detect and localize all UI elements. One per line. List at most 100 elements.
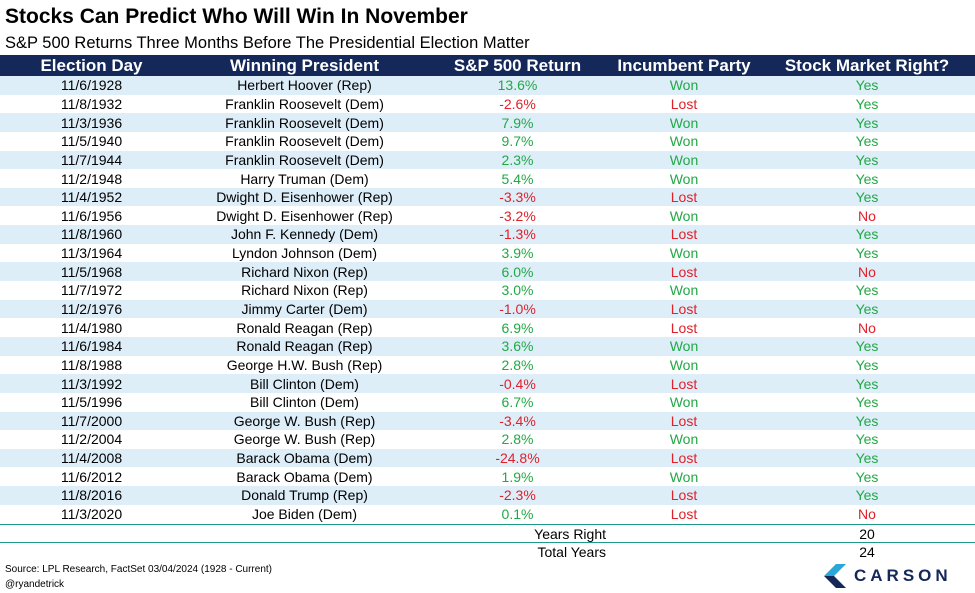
cell-winning-president: Richard Nixon (Rep)	[241, 263, 368, 280]
cell-stock-market-right: Yes	[855, 468, 879, 485]
cell-sp500-return: 0.1%	[501, 506, 534, 523]
cell-incumbent-party: Won	[669, 207, 699, 224]
carson-logo: CARSON	[824, 564, 952, 588]
summary-years-right: Years Right 20	[0, 525, 975, 543]
cell-incumbent-party: Lost	[670, 263, 698, 280]
author-handle: @ryandetrick	[5, 579, 65, 590]
cell-incumbent-party: Won	[669, 170, 699, 187]
cell-sp500-return: 3.0%	[501, 282, 534, 299]
cell-incumbent-party: Won	[669, 394, 699, 411]
table-row: 11/3/2020 Joe Biden (Dem) 0.1% Lost No	[0, 504, 975, 524]
header-winning-president: Winning President	[229, 55, 380, 75]
header-stock-market-right: Stock Market Right?	[784, 55, 950, 75]
cell-sp500-return: -3.2%	[499, 207, 536, 224]
cell-election-day: 11/2/1948	[60, 170, 123, 187]
cell-election-day: 11/6/2012	[60, 468, 123, 485]
cell-stock-market-right: Yes	[855, 431, 879, 448]
cell-election-day: 11/5/1996	[60, 394, 123, 411]
cell-stock-market-right: Yes	[855, 151, 879, 168]
cell-incumbent-party: Lost	[670, 412, 698, 429]
cell-winning-president: Bill Clinton (Dem)	[250, 394, 359, 411]
page-title: Stocks Can Predict Who Will Win In Novem…	[5, 5, 468, 28]
table-row: 11/2/1948 Harry Truman (Dem) 5.4% Won Yes	[0, 169, 975, 188]
cell-election-day: 11/8/1960	[60, 226, 123, 243]
header-election-day: Election Day	[40, 55, 143, 75]
cell-winning-president: Joe Biden (Dem)	[251, 506, 358, 523]
cell-winning-president: Franklin Roosevelt (Dem)	[225, 114, 384, 131]
cell-winning-president: Franklin Roosevelt (Dem)	[225, 133, 384, 150]
cell-election-day: 11/5/1940	[60, 133, 123, 150]
cell-stock-market-right: Yes	[855, 95, 879, 112]
cell-winning-president: Ronald Reagan (Rep)	[236, 319, 373, 336]
cell-election-day: 11/2/1976	[60, 301, 123, 317]
cell-stock-market-right: Yes	[855, 133, 879, 150]
cell-winning-president: George W. Bush (Rep)	[233, 431, 376, 448]
cell-election-day: 11/4/2008	[60, 450, 123, 467]
summary-total-years: Total Years 24	[0, 543, 975, 561]
cell-winning-president: Lyndon Johnson (Dem)	[231, 245, 377, 262]
cell-stock-market-right: Yes	[855, 301, 879, 317]
table-row: 11/6/1956 Dwight D. Eisenhower (Rep) -3.2%…	[0, 206, 975, 226]
cell-election-day: 11/4/1952	[60, 189, 123, 206]
cell-election-day: 11/5/1968	[60, 263, 123, 280]
cell-sp500-return: 3.9%	[501, 245, 534, 262]
cell-sp500-return: 6.9%	[501, 319, 534, 336]
table-row: 11/5/1940 Franklin Roosevelt (Dem) 9.7% Won…	[0, 131, 975, 151]
cell-sp500-return: 1.9%	[501, 468, 534, 485]
cell-sp500-return: 6.7%	[501, 394, 534, 411]
cell-election-day: 11/7/1944	[60, 151, 123, 168]
table-body: 11/6/1928 Herbert Hoover (Rep) 13.6% Won Yes…	[0, 76, 975, 524]
cell-sp500-return: 2.8%	[501, 356, 534, 373]
cell-winning-president: Donald Trump (Rep)	[241, 487, 368, 504]
cell-incumbent-party: Won	[669, 77, 699, 94]
cell-stock-market-right: Yes	[855, 356, 879, 373]
table-row: 11/5/1968 Richard Nixon (Rep) 6.0% Lost No	[0, 262, 975, 282]
election-table: Election Day Winning President S&P 500 R…	[0, 55, 975, 524]
header-sp500-return: S&P 500 Return	[453, 55, 582, 75]
cell-sp500-return: -1.3%	[499, 226, 536, 243]
cell-sp500-return: 9.7%	[501, 133, 534, 150]
cell-winning-president: John F. Kennedy (Dem)	[230, 226, 379, 243]
cell-election-day: 11/3/2020	[60, 506, 123, 523]
cell-sp500-return: -2.6%	[499, 95, 536, 112]
cell-stock-market-right: Yes	[855, 450, 879, 467]
cell-incumbent-party: Won	[669, 431, 699, 448]
cell-incumbent-party: Lost	[670, 375, 698, 392]
cell-incumbent-party: Won	[669, 133, 699, 150]
cell-election-day: 11/7/2000	[60, 412, 123, 429]
cell-incumbent-party: Lost	[670, 226, 698, 243]
cell-stock-market-right: No	[858, 207, 876, 224]
cell-election-day: 11/8/1932	[60, 95, 123, 112]
table-header: Election Day Winning President S&P 500 R…	[0, 55, 975, 76]
cell-stock-market-right: Yes	[855, 245, 879, 262]
cell-winning-president: Franklin Roosevelt (Dem)	[225, 95, 384, 112]
cell-incumbent-party: Lost	[670, 506, 698, 523]
page-subtitle: S&P 500 Returns Three Months Before The …	[5, 34, 530, 52]
cell-winning-president: Franklin Roosevelt (Dem)	[225, 151, 384, 168]
cell-winning-president: Barack Obama (Dem)	[236, 468, 373, 485]
cell-stock-market-right: Yes	[855, 375, 879, 392]
cell-winning-president: Jimmy Carter (Dem)	[241, 301, 368, 317]
table-row: 11/4/1980 Ronald Reagan (Rep) 6.9% Lost No	[0, 318, 975, 337]
cell-stock-market-right: Yes	[855, 170, 879, 187]
table-row: 11/8/1932 Franklin Roosevelt (Dem) -2.6% Lo…	[0, 94, 975, 114]
cell-winning-president: Dwight D. Eisenhower (Rep)	[216, 189, 393, 206]
cell-election-day: 11/6/1956	[60, 207, 123, 224]
cell-stock-market-right: Yes	[855, 487, 879, 504]
cell-winning-president: Barack Obama (Dem)	[236, 450, 373, 467]
cell-sp500-return: -1.0%	[499, 301, 536, 317]
logo-text: CARSON	[854, 566, 952, 585]
cell-incumbent-party: Won	[669, 151, 699, 168]
table-row: 11/8/1960 John F. Kennedy (Dem) -1.3% Lost Y…	[0, 225, 975, 244]
cell-stock-market-right: Yes	[855, 189, 879, 206]
cell-stock-market-right: Yes	[855, 77, 879, 94]
cell-incumbent-party: Won	[669, 245, 699, 262]
cell-sp500-return: -3.4%	[499, 412, 536, 429]
table-row: 11/6/1984 Ronald Reagan (Rep) 3.6% Won Yes	[0, 336, 975, 356]
cell-stock-market-right: Yes	[855, 412, 879, 429]
cell-election-day: 11/8/1988	[60, 356, 123, 373]
cell-incumbent-party: Won	[669, 282, 699, 299]
cell-sp500-return: -3.3%	[499, 189, 536, 206]
cell-winning-president: Herbert Hoover (Rep)	[237, 77, 372, 94]
table-row: 11/8/1988 George H.W. Bush (Rep) 2.8% Won Ye…	[0, 355, 975, 375]
